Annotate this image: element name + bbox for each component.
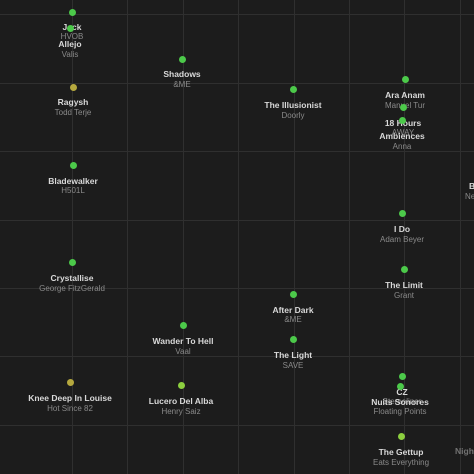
track-artist: AWAY — [391, 128, 415, 137]
track-dot[interactable] — [399, 210, 406, 217]
track-artist: George FitzGerald — [39, 284, 105, 293]
grid-line — [0, 288, 474, 289]
track-artist: &ME — [284, 315, 302, 324]
track-dot[interactable] — [179, 56, 186, 63]
grid-line — [349, 0, 350, 474]
track-artist: Vaal — [175, 347, 191, 356]
track-dot[interactable] — [290, 336, 297, 343]
track-title: The Gettup — [378, 447, 424, 457]
track-title: Knee Deep In Louise — [28, 393, 112, 403]
track-title: Ragysh — [57, 97, 89, 107]
track-artist: HVOB — [60, 32, 84, 41]
track-title: Allejo — [58, 39, 82, 49]
grid-line — [127, 0, 128, 474]
track-title: Nuits Sonores — [371, 397, 429, 407]
track-artist: &ME — [173, 80, 191, 89]
grid-line — [72, 0, 73, 474]
grid-line — [404, 0, 405, 474]
grid-line — [0, 151, 474, 152]
track-dot[interactable] — [399, 117, 406, 124]
grid-line — [0, 356, 474, 357]
track-title: Bladewalker — [48, 176, 98, 186]
track-dot[interactable] — [70, 84, 77, 91]
track-dot[interactable] — [401, 266, 408, 273]
track-dot[interactable] — [402, 76, 409, 83]
track-title: The Limit — [385, 280, 423, 290]
track-artist: Todd Terje — [54, 108, 92, 117]
track-dot[interactable] — [290, 291, 297, 298]
track-title: Ambiences — [379, 131, 425, 141]
track-dot[interactable] — [400, 104, 407, 111]
track-artist: Grant — [393, 291, 415, 300]
grid-line — [0, 83, 474, 84]
grid-line — [294, 0, 295, 474]
grid-line — [460, 0, 461, 474]
track-artist: Hot Since 82 — [47, 404, 93, 413]
track-title: Ara Anam — [385, 90, 425, 100]
track-title: CZ — [396, 387, 408, 397]
grid-line — [0, 14, 474, 15]
track-artist: Anna — [392, 142, 412, 151]
track-artist: SAVE — [282, 361, 304, 370]
track-artist: Stereoliner — [382, 397, 422, 406]
track-title: The Light — [273, 350, 313, 360]
grid-line — [0, 220, 474, 221]
track-artist: Doorly — [281, 111, 305, 120]
grid-line — [183, 0, 184, 474]
track-title: Wander To Hell — [152, 336, 214, 346]
track-dot[interactable] — [69, 9, 76, 16]
track-title: I Do — [393, 224, 411, 234]
track-dot[interactable] — [180, 322, 187, 329]
track-artist: Adam Beyer — [379, 235, 425, 244]
track-dot[interactable] — [178, 382, 185, 389]
grid-line — [238, 0, 239, 474]
track-title: Lucero Del Alba — [148, 396, 214, 406]
track-artist: Ne — [465, 192, 474, 201]
track-dot[interactable] — [67, 379, 74, 386]
track-title: The Illusionist — [264, 100, 322, 110]
track-dot[interactable] — [70, 162, 77, 169]
track-title: Night — [455, 446, 474, 456]
track-dot[interactable] — [69, 259, 76, 266]
track-dot[interactable] — [397, 383, 404, 390]
track-artist: H501L — [61, 186, 85, 195]
track-dot[interactable] — [67, 25, 74, 32]
track-title: B — [469, 181, 474, 191]
track-artist: Henry Saiz — [161, 407, 201, 416]
track-dot[interactable] — [290, 86, 297, 93]
track-title: Shadows — [163, 69, 201, 79]
track-artist: Eats Everything — [372, 458, 430, 467]
track-artist: Floating Points — [373, 407, 427, 416]
track-title: Crystallise — [50, 273, 94, 283]
track-dot[interactable] — [399, 373, 406, 380]
grid-line — [0, 425, 474, 426]
track-dot[interactable] — [398, 433, 405, 440]
track-artist: Valis — [61, 50, 79, 59]
track-title: After Dark — [272, 305, 314, 315]
